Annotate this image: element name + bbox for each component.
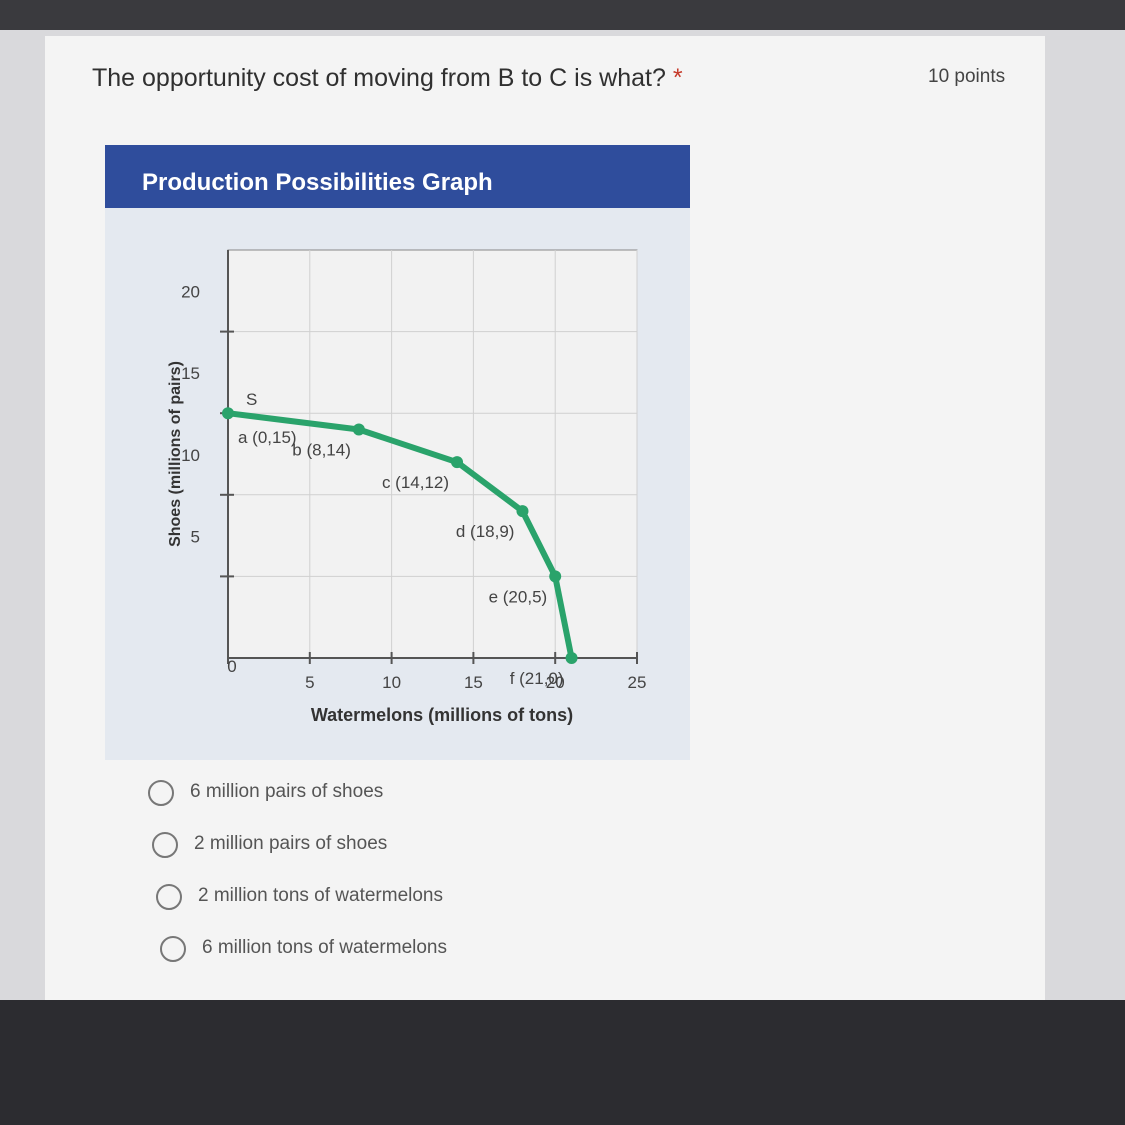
option-label[interactable]: 2 million tons of watermelons: [198, 885, 443, 906]
point-label: e (20,5): [489, 587, 548, 606]
chart-title: Production Possibilities Graph: [142, 169, 493, 196]
option-label[interactable]: 6 million tons of watermelons: [202, 937, 447, 958]
point: [352, 423, 365, 436]
required-mark: *: [672, 64, 683, 92]
y-tick-label: 15: [181, 364, 200, 383]
x-tick-label: 0: [227, 657, 236, 676]
x-axis-label: Watermelons (millions of tons): [311, 705, 573, 725]
point: [451, 456, 464, 469]
point: [549, 570, 562, 583]
x-tick-label: 10: [382, 673, 401, 692]
radio[interactable]: [148, 780, 174, 806]
option-label[interactable]: 2 million pairs of shoes: [194, 833, 388, 854]
point-label: f (21,0): [510, 669, 564, 688]
chart-header: [105, 145, 690, 208]
point: [222, 407, 234, 420]
question-text: The opportunity cost of moving from B to…: [92, 64, 666, 92]
x-tick-label: 25: [628, 673, 647, 692]
point-label: b (8,14): [292, 441, 351, 460]
bottom-bar: [0, 1000, 1125, 1125]
option-label[interactable]: 6 million pairs of shoes: [190, 781, 384, 802]
y-tick-label: 10: [181, 446, 200, 465]
point: [565, 652, 578, 664]
line: [227, 410, 575, 659]
x-tick-label: 5: [305, 673, 314, 692]
point-label: a (0,15): [238, 428, 297, 447]
x-tick-label: 15: [464, 673, 483, 692]
y-tick-label: 5: [191, 527, 200, 546]
x-tick-label: 20: [546, 673, 565, 692]
point-label: c (14,12): [382, 473, 449, 492]
point-label: d (18,9): [456, 522, 515, 541]
radio[interactable]: [152, 832, 178, 858]
points: 10 points: [928, 66, 1006, 87]
y-tick-label: 20: [181, 283, 200, 302]
question: The opportunity cost of moving from B to…: [92, 64, 683, 93]
radio[interactable]: [160, 936, 186, 962]
point: [516, 505, 529, 518]
radio[interactable]: [156, 884, 182, 910]
annotation: S: [246, 390, 257, 409]
top-bar: [0, 0, 1125, 30]
y-axis-label: Shoes (millions of pairs): [167, 361, 184, 547]
